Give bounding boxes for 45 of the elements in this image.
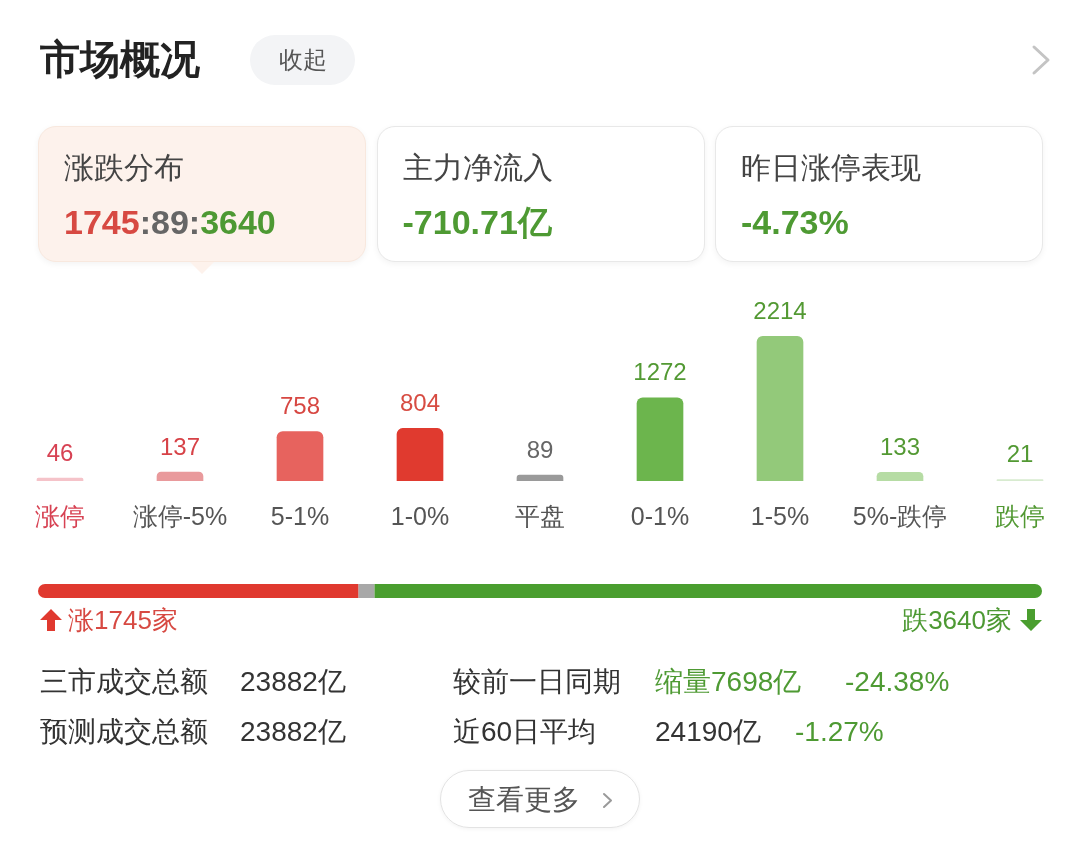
x-tick-label: 1-5% — [750, 501, 810, 530]
data-label: 804 — [399, 389, 441, 417]
text: 跌3640家 — [902, 604, 1012, 637]
text: 涨1745家 — [68, 604, 178, 637]
text: 23882亿 — [240, 665, 346, 699]
text: 24190亿 — [655, 715, 761, 749]
text: 缩量7698亿 — [655, 665, 802, 699]
text: 市场概况 — [40, 36, 200, 83]
text: 昨日涨停表现 — [741, 150, 921, 186]
bar — [396, 428, 444, 481]
text: 23882亿 — [240, 715, 346, 749]
text: 预测成交总额 — [40, 715, 208, 749]
text: 三市成交总额 — [40, 665, 208, 699]
text: 1745:89:3640 — [64, 203, 276, 241]
text: 主力净流入 — [402, 150, 553, 186]
data-label: 758 — [279, 392, 321, 420]
data-label: 89 — [526, 435, 554, 463]
x-tick-label: 跌停 — [995, 501, 1045, 530]
text: 近60日平均 — [453, 715, 597, 749]
data-label: 1272 — [633, 358, 687, 386]
x-tick-label: 5%-跌停 — [852, 501, 948, 530]
bar — [756, 335, 804, 481]
text: 涨跌分布 — [64, 150, 184, 186]
data-label: 2214 — [753, 296, 807, 324]
x-tick-label: 0-1% — [630, 501, 690, 530]
bar — [276, 431, 324, 481]
text: -4.73% — [741, 203, 849, 241]
x-tick-label: 涨停-5% — [132, 501, 228, 530]
x-tick-label: 5-1% — [270, 501, 330, 530]
text: -24.38% — [845, 665, 950, 699]
data-label: 21 — [1006, 440, 1034, 468]
pill-button: 收起 — [250, 35, 355, 85]
x-tick-label: 涨停 — [35, 501, 85, 530]
text: -710.71亿 — [402, 203, 552, 241]
x-tick-label: 1-0% — [390, 501, 450, 530]
x-tick-label: 平盘 — [515, 501, 565, 530]
data-label: 133 — [879, 432, 921, 460]
text: -1.27% — [795, 715, 884, 749]
bar — [876, 471, 924, 481]
bar — [516, 474, 564, 481]
data-label: 46 — [46, 438, 74, 466]
bar — [156, 471, 204, 481]
data-label: 137 — [159, 432, 201, 460]
text: 较前一日同期 — [453, 665, 621, 699]
bar — [636, 397, 684, 481]
